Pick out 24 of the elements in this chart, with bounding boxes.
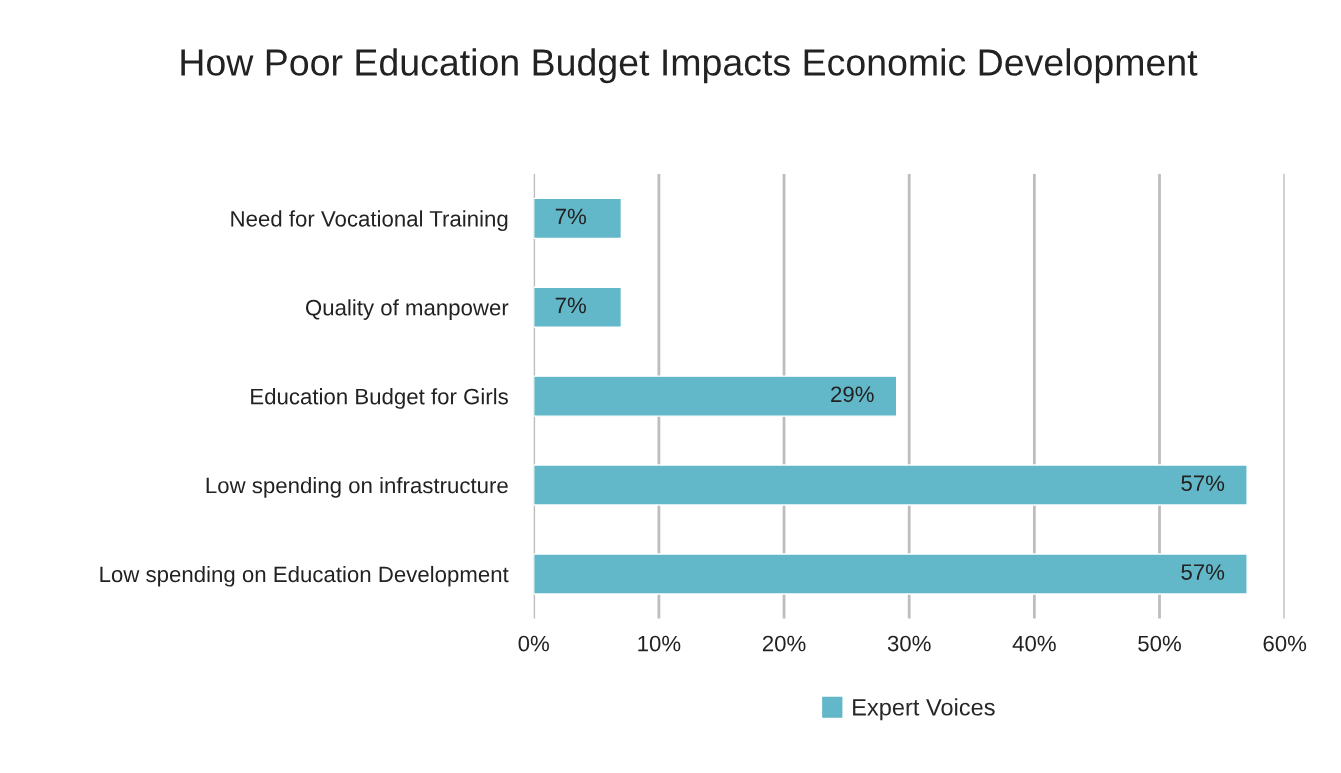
- bar: [533, 553, 1248, 595]
- bar: [533, 464, 1248, 506]
- x-tick-label: 10%: [638, 635, 681, 652]
- x-tick-label: 60%: [1263, 635, 1307, 652]
- x-tick-label: 20%: [762, 635, 806, 652]
- bar: [533, 286, 623, 328]
- data-label: 57%: [1181, 475, 1225, 492]
- data-label: 29%: [831, 386, 874, 403]
- y-tick-label: Low spending on infrastructure: [206, 477, 508, 498]
- y-tick-label: Need for Vocational Training: [231, 210, 508, 232]
- data-label: 7%: [555, 208, 586, 225]
- data-label: 57%: [1181, 564, 1225, 580]
- bar: [533, 375, 898, 417]
- legend-label: Expert Voices: [853, 698, 995, 721]
- data-label: 7%: [555, 297, 586, 314]
- y-tick-label: Quality of manpower: [305, 299, 509, 320]
- x-tick-label: 50%: [1138, 635, 1181, 652]
- bar: [533, 197, 623, 240]
- y-tick-label: Low spending on Education Development: [100, 565, 509, 587]
- chart-title: How Poor Education Budget Impacts Economic Development: [181, 48, 1198, 84]
- x-tick-label: 40%: [1012, 635, 1056, 652]
- x-tick-label: 0%: [518, 635, 549, 652]
- y-tick-label: Education Budget for Girls: [251, 388, 508, 409]
- x-tick-label: 30%: [887, 635, 931, 652]
